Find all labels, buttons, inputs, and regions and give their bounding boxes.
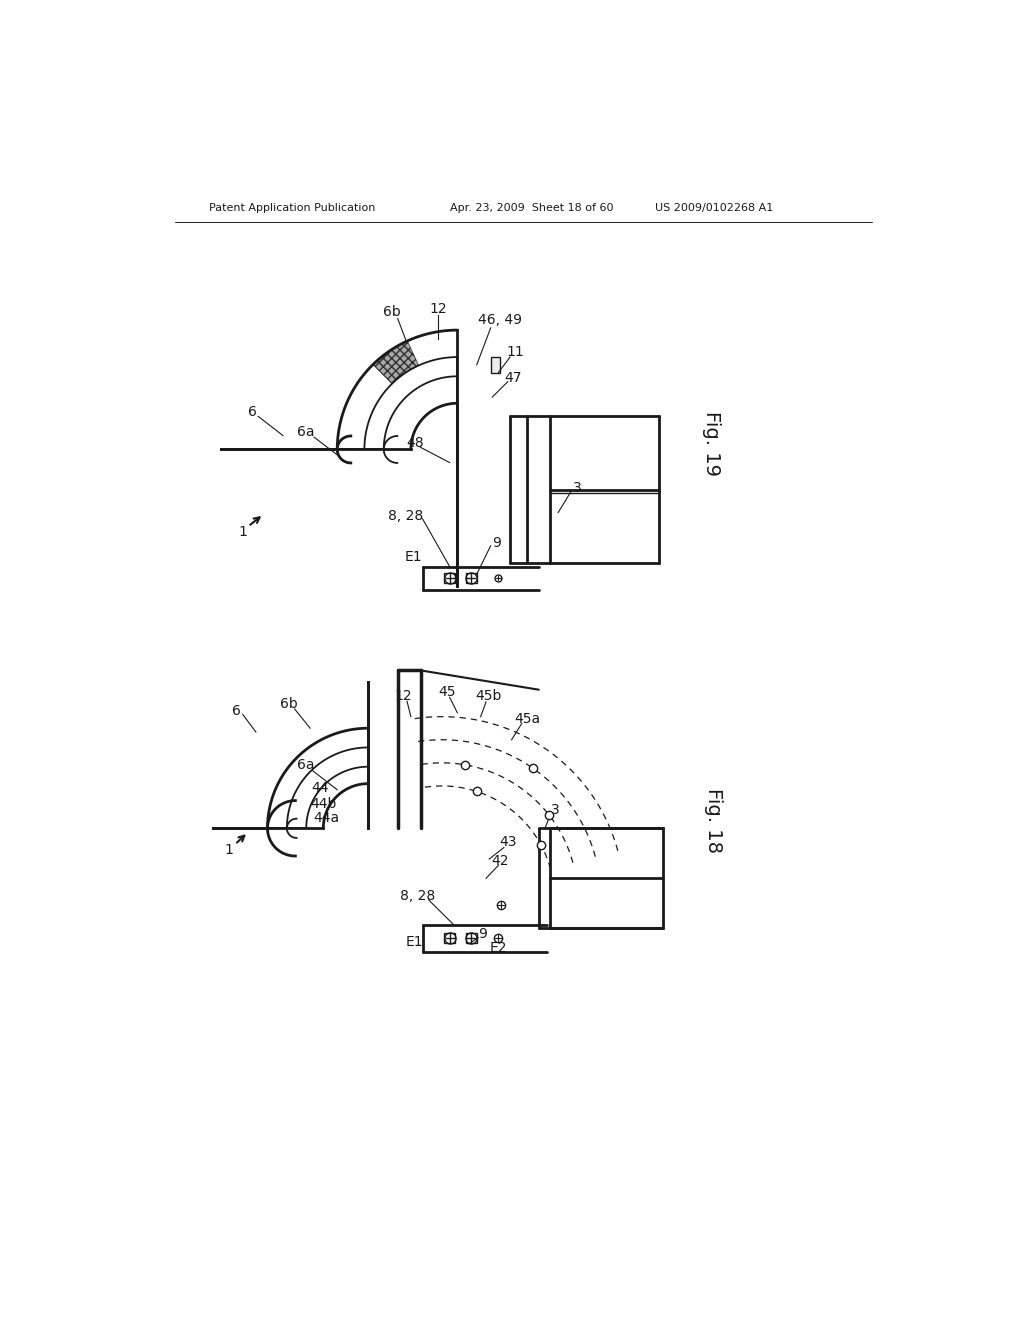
- Text: E1: E1: [406, 936, 424, 949]
- Text: 44a: 44a: [313, 812, 340, 825]
- Text: 6b: 6b: [383, 305, 400, 319]
- Text: 12: 12: [429, 301, 446, 315]
- Text: 9: 9: [492, 536, 501, 550]
- Text: 8, 28: 8, 28: [388, 510, 423, 524]
- Text: 47: 47: [505, 371, 522, 385]
- Text: 1: 1: [239, 525, 247, 539]
- Text: E1: E1: [404, 550, 422, 564]
- Text: 8, 28: 8, 28: [400, 890, 435, 903]
- Text: 48: 48: [406, 437, 424, 450]
- Text: Fig. 18: Fig. 18: [703, 788, 723, 853]
- Text: 3: 3: [552, 803, 560, 817]
- Bar: [466, 933, 477, 944]
- Polygon shape: [373, 341, 419, 384]
- Text: Patent Application Publication: Patent Application Publication: [209, 203, 376, 214]
- Text: 6a: 6a: [298, 758, 315, 772]
- Text: 44b: 44b: [310, 797, 337, 810]
- Text: 6b: 6b: [281, 697, 298, 710]
- Text: 44: 44: [311, 781, 329, 795]
- Text: 42: 42: [492, 854, 509, 867]
- Text: 45: 45: [438, 685, 456, 700]
- Bar: [466, 573, 477, 583]
- Bar: [490, 358, 500, 372]
- Text: 45a: 45a: [514, 711, 541, 726]
- Text: Fig. 19: Fig. 19: [702, 411, 721, 475]
- Bar: [444, 573, 455, 583]
- Text: E2: E2: [489, 941, 507, 954]
- Text: 43: 43: [499, 836, 516, 849]
- Bar: [444, 933, 455, 944]
- Text: 1: 1: [224, 843, 233, 857]
- Text: 12: 12: [394, 689, 412, 702]
- Text: 9: 9: [478, 927, 487, 941]
- Text: 3: 3: [573, 480, 582, 495]
- Text: 6a: 6a: [298, 425, 315, 438]
- Text: 6: 6: [232, 705, 241, 718]
- Text: 45b: 45b: [475, 689, 502, 702]
- Text: 6: 6: [248, 405, 256, 420]
- Text: US 2009/0102268 A1: US 2009/0102268 A1: [655, 203, 773, 214]
- Text: Apr. 23, 2009  Sheet 18 of 60: Apr. 23, 2009 Sheet 18 of 60: [450, 203, 613, 214]
- Text: 11: 11: [507, 346, 524, 359]
- Text: 46, 49: 46, 49: [478, 313, 522, 327]
